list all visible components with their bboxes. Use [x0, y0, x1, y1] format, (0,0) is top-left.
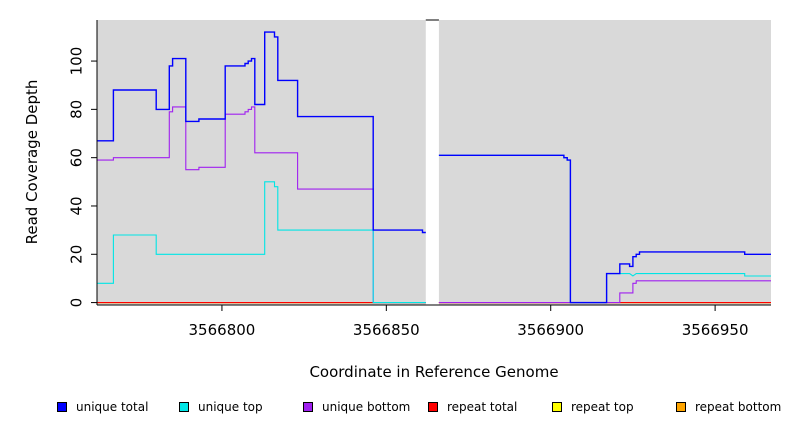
legend-item-unique-total: unique total: [57, 400, 148, 414]
axes: 3566800 3566850 3566900 3566950 0 20 40 60 80 100: [67, 19, 771, 339]
legend-item-unique-bottom: unique bottom: [303, 400, 410, 414]
series-lines: [97, 31, 771, 304]
y-tick-label: 100: [67, 47, 85, 76]
y-tick-label: 0: [67, 298, 85, 308]
legend-item-repeat-total: repeat total: [428, 400, 517, 414]
legend-label-repeat-total: repeat total: [447, 400, 518, 414]
legend-label-unique-bottom: unique bottom: [322, 400, 411, 414]
legend-swatch-unique-top: [179, 402, 189, 412]
legend-item-unique-top: unique top: [179, 400, 263, 414]
x-tick-label: 3566850: [353, 321, 420, 339]
legend: unique total unique top unique bottom re…: [0, 400, 792, 418]
plot-panel: [438, 20, 771, 305]
y-tick-label: 80: [67, 100, 85, 119]
legend-label-repeat-top: repeat top: [571, 400, 634, 414]
x-tick-label: 3566900: [517, 321, 584, 339]
y-tick-label: 60: [67, 148, 85, 167]
x-tick-label: 3566950: [682, 321, 749, 339]
legend-label-repeat-bottom: repeat bottom: [695, 400, 782, 414]
series-line-unique-bottom: [438, 280, 771, 304]
series-line-unique-bottom: [97, 106, 426, 304]
plot-panel: [97, 20, 426, 305]
series-line-unique-total: [438, 154, 771, 304]
legend-item-repeat-top: repeat top: [552, 400, 634, 414]
x-axis-title: Coordinate in Reference Genome: [309, 363, 558, 381]
y-tick-label: 40: [67, 196, 85, 215]
legend-label-unique-top: unique top: [198, 400, 263, 414]
legend-label-unique-total: unique total: [76, 400, 149, 414]
legend-swatch-repeat-top: [552, 402, 562, 412]
series-line-unique-total: [97, 31, 426, 234]
legend-swatch-repeat-total: [428, 402, 438, 412]
y-tick-label: 20: [67, 245, 85, 264]
legend-swatch-unique-total: [57, 402, 67, 412]
legend-item-repeat-bottom: repeat bottom: [676, 400, 781, 414]
plot-background: [97, 20, 771, 305]
y-axis-title: Read Coverage Depth: [23, 80, 41, 245]
series-line-unique-top: [97, 181, 426, 304]
legend-swatch-repeat-bottom: [676, 402, 686, 412]
x-tick-label: 3566800: [189, 321, 256, 339]
legend-swatch-unique-bottom: [303, 402, 313, 412]
